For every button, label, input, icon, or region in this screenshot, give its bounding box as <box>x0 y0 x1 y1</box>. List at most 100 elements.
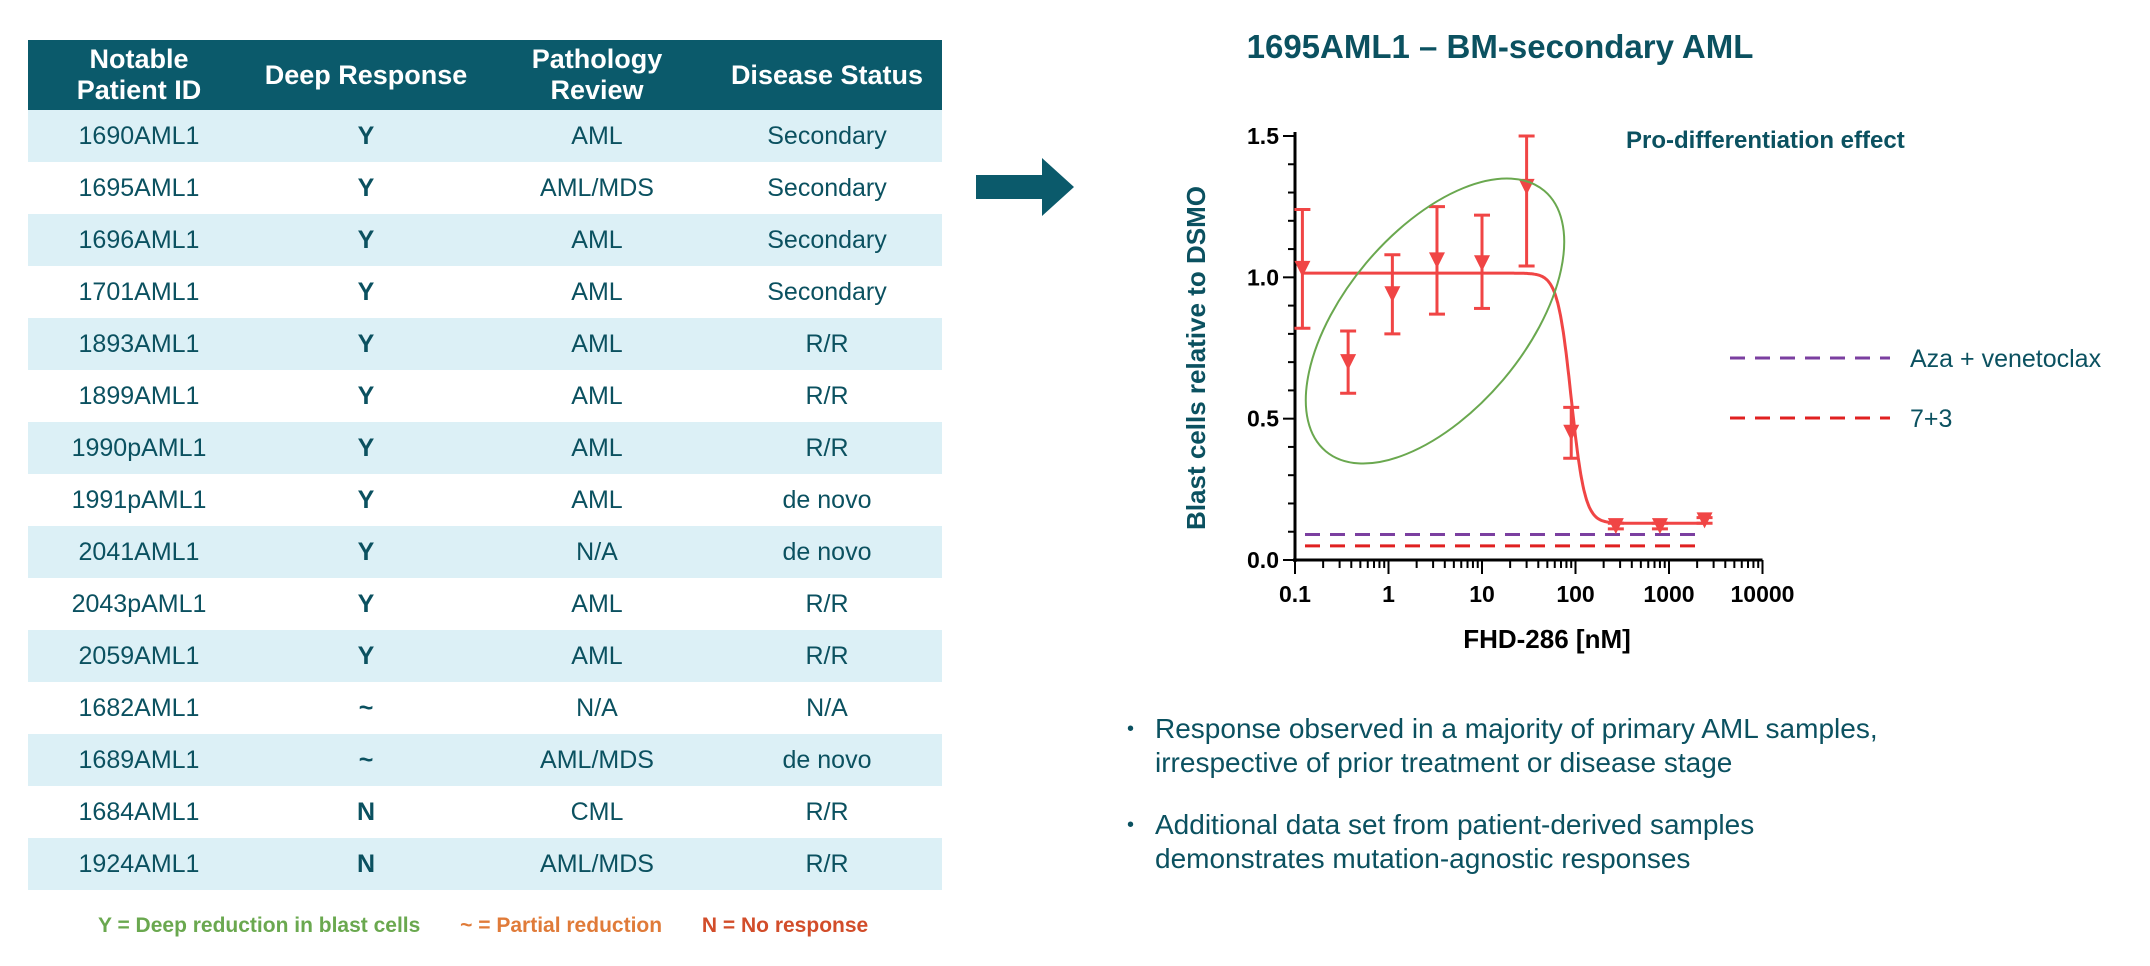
patient-id-cell: 1899AML1 <box>78 381 200 410</box>
patient-id-cell: 1682AML1 <box>78 693 200 722</box>
disease-status-cell: N/A <box>806 693 848 722</box>
x-tick-label: 1 <box>1382 581 1395 607</box>
table-body: 1690AML1 Y AML Secondary 1695AML1 Y AML/MDS Sec… <box>28 110 942 890</box>
legend-partial-reduction: ~ = Partial reduction <box>460 914 663 937</box>
x-tick-label: 100 <box>1556 581 1594 607</box>
y-axis-title: Blast cells relative to DSMO <box>1181 186 1211 530</box>
table-row: 2059AML1 Y AML R/R <box>28 630 942 682</box>
data-point <box>1428 205 1445 316</box>
annotation-pro-differentiation: Pro-differentiation effect <box>1626 127 1905 154</box>
finding-2: Additional data set from patient-derived… <box>1125 808 2125 876</box>
y-tick-label: 1.5 <box>1247 123 1279 149</box>
legend-deep-reduction: Y = Deep reduction in blast cells <box>98 914 421 937</box>
disease-status-cell: R/R <box>712 422 942 474</box>
deep-response-cell: Y <box>250 422 482 474</box>
table-row: 1690AML1 Y AML Secondary <box>28 110 942 162</box>
disease-status-cell: de novo <box>712 734 942 786</box>
table-row: 1893AML1 Y AML R/R <box>28 318 942 370</box>
triangle-marker <box>1294 260 1311 277</box>
patient-id-cell: 1990pAML1 <box>28 422 250 474</box>
x-tick-label: 10000 <box>1731 581 1795 607</box>
table-row: 1991pAML1 Y AML de novo <box>28 474 942 526</box>
finding-1: Response observed in a majority of prima… <box>1125 712 2125 780</box>
x-tick-label: 0.1 <box>1279 581 1311 607</box>
pathology-review-cell: AML/MDS <box>482 734 712 786</box>
table-header-row: Notable Patient ID Deep Response Patholo… <box>28 40 942 110</box>
header-disease-status: Disease Status <box>712 40 942 110</box>
table-row: 1696AML1 Y AML Secondary <box>28 214 942 266</box>
findings-list: Response observed in a majority of prima… <box>1125 712 2125 904</box>
disease-status-cell: de novo <box>782 485 872 514</box>
y-tick-label: 0.0 <box>1247 547 1279 573</box>
chart-title: 1695AML1 – BM-secondary AML <box>1246 28 1754 65</box>
legend-label: Aza + venetoclax <box>1910 345 2102 373</box>
patient-id-cell: 2043pAML1 <box>71 589 207 618</box>
x-tick-label: 10 <box>1469 581 1495 607</box>
disease-status-cell: R/R <box>712 318 942 370</box>
header-patient-id-line1: Notable <box>89 44 189 74</box>
triangle-marker <box>1563 424 1580 441</box>
header-patient-id-line2: Patient ID <box>76 75 202 105</box>
triangle-marker <box>1340 354 1357 371</box>
disease-status-cell: Secondary <box>712 214 942 266</box>
deep-response-cell: ~ <box>358 693 374 722</box>
data-point <box>1563 405 1580 460</box>
header-deep-response: Deep Response <box>250 40 482 110</box>
data-point <box>1340 329 1357 395</box>
patient-id-cell: 1924AML1 <box>28 838 250 890</box>
triangle-marker <box>1696 512 1713 529</box>
deep-response-cell: Y <box>357 173 375 202</box>
pathology-review-cell: N/A <box>576 693 618 722</box>
patient-id-cell: 1893AML1 <box>28 318 250 370</box>
header-pathology-line2: Review <box>550 75 644 105</box>
patient-id-cell: 1684AML1 <box>78 797 200 826</box>
triangle-marker <box>1474 255 1490 272</box>
dose-response-chart: 0.0 0.5 1.0 1.5 0.1 1 10 100 1000 10000 FHD-286 [n… <box>1181 123 2102 654</box>
pathology-review-cell: AML/MDS <box>482 838 712 890</box>
deep-response-cell: Y <box>250 318 482 370</box>
table-row: 1684AML1 N CML R/R <box>28 786 942 838</box>
table-row: 1990pAML1 Y AML R/R <box>28 422 942 474</box>
response-legend: Y = Deep reduction in blast cells ~ = Pa… <box>98 914 902 938</box>
table-row: 2043pAML1 Y AML R/R <box>28 578 942 630</box>
deep-response-cell: Y <box>357 589 375 618</box>
deep-response-cell: Y <box>250 526 482 578</box>
triangle-marker <box>1428 252 1445 269</box>
disease-status-cell: R/R <box>805 797 849 826</box>
table-row: 1701AML1 Y AML Secondary <box>28 266 942 318</box>
right-arrow-icon <box>976 158 1074 216</box>
finding-1-line2: irrespective of prior treatment or disea… <box>1155 747 1733 778</box>
patient-id-cell: 1701AML1 <box>78 277 200 306</box>
pro-differentiation-ellipse <box>1304 177 1566 465</box>
legend-no-response: N = No response <box>701 914 869 937</box>
header-disease-status-label: Disease Status <box>730 59 924 90</box>
deep-response-cell: Y <box>357 277 375 306</box>
patient-id-cell: 2041AML1 <box>28 526 250 578</box>
pathology-review-cell: AML <box>571 485 623 514</box>
x-tick-label: 1000 <box>1643 581 1694 607</box>
pathology-review-cell: AML <box>571 381 623 410</box>
data-point <box>1651 518 1668 535</box>
patient-id-cell: 1689AML1 <box>28 734 250 786</box>
triangle-marker <box>1651 518 1668 535</box>
pathology-review-cell: N/A <box>482 526 712 578</box>
patient-id-cell: 1991pAML1 <box>71 485 207 514</box>
deep-response-cell: N <box>250 838 482 890</box>
patient-table: Notable Patient ID Deep Response Patholo… <box>28 40 942 890</box>
data-point <box>1607 518 1624 535</box>
fit-curve <box>1302 271 1706 525</box>
pathology-review-cell: AML <box>482 318 712 370</box>
triangle-marker <box>1607 518 1624 535</box>
deep-response-cell: Y <box>357 485 375 514</box>
y-tick-label: 1.0 <box>1247 264 1279 290</box>
disease-status-cell: R/R <box>712 630 942 682</box>
triangle-marker <box>1384 286 1401 303</box>
deep-response-cell: Y <box>250 214 482 266</box>
finding-2-line2: demonstrates mutation-agnostic responses <box>1155 843 1691 874</box>
pathology-review-cell: CML <box>570 797 624 826</box>
data-point <box>1384 253 1401 336</box>
header-pathology-review: Pathology Review <box>482 40 712 110</box>
patient-id-cell: 1695AML1 <box>78 173 200 202</box>
disease-status-cell: Secondary <box>767 277 887 306</box>
y-tick-label: 0.5 <box>1247 406 1279 432</box>
